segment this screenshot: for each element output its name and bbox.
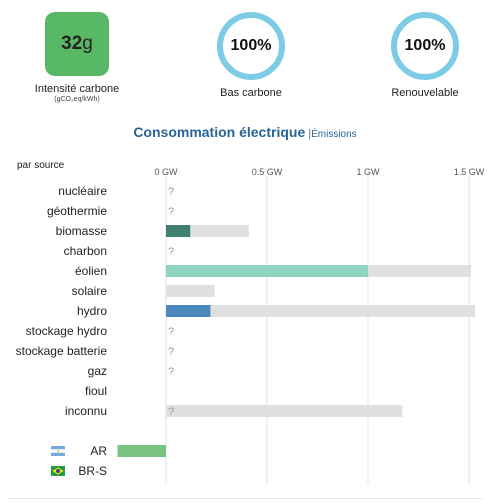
renewable-label: Renouvelable <box>391 87 459 99</box>
carbon-intensity-badge: 32 g <box>45 12 109 76</box>
bottom-divider <box>8 498 482 499</box>
carbon-intensity-label: Intensité carbone <box>34 83 120 95</box>
unknown-marker-charbon: ? <box>168 246 174 258</box>
low-carbon-label: Bas carbone <box>220 87 282 99</box>
carbon-intensity-unit: g <box>82 33 93 54</box>
capacity-bar-inconnu <box>166 405 403 417</box>
capacity-bar-solaire <box>166 285 215 297</box>
source-label-geothermie: géothermie <box>47 204 107 218</box>
emissions-link[interactable]: Émissions <box>311 129 357 140</box>
brazil-flag-icon <box>51 466 65 476</box>
unknown-marker-inconnu: ? <box>168 406 174 418</box>
source-label-solaire: solaire <box>72 284 108 298</box>
production-bar-biomasse <box>166 225 191 237</box>
exchange-label-ar: AR <box>90 444 107 458</box>
source-label-eolien: éolien <box>75 264 107 278</box>
capacity-bar-hydro <box>166 305 476 317</box>
renewable-gauge: 100% <box>391 12 459 80</box>
unknown-marker-stockage-batterie: ? <box>168 346 174 358</box>
source-label-fioul: fioul <box>85 384 107 398</box>
low-carbon-value: 100% <box>230 37 272 54</box>
low-carbon-gauge: 100% <box>217 12 285 80</box>
by-source-label: par source <box>17 160 65 171</box>
source-label-biomasse: biomasse <box>56 224 108 238</box>
unknown-marker-gaz: ? <box>168 366 174 378</box>
source-label-gaz: gaz <box>88 364 107 378</box>
heading-separator: | <box>308 128 312 140</box>
source-label-stockage-batterie: stockage batterie <box>16 344 108 358</box>
carbon-intensity-value: 32 <box>61 33 83 54</box>
source-label-hydro: hydro <box>77 304 107 318</box>
tick-label-0-gw: 0 GW <box>154 167 178 177</box>
renewable-value: 100% <box>404 37 446 54</box>
carbon-intensity-unit-label: (gCO₂eq/kWh) <box>54 96 100 103</box>
tick-label-0-5-gw: 0.5 GW <box>252 167 283 177</box>
argentina-flag-icon <box>51 446 65 456</box>
unknown-marker-geothermie: ? <box>168 206 174 218</box>
source-label-inconnu: inconnu <box>65 404 107 418</box>
unknown-marker-nucleaire: ? <box>168 186 174 198</box>
carbon-intensity-kpi: 32 g Intensité carbone (gCO₂eq/kWh) <box>12 12 142 103</box>
consumption-title: Consommation électrique <box>133 124 306 140</box>
source-label-nucleaire: nucléaire <box>58 184 107 198</box>
tick-label-1-gw: 1 GW <box>356 167 380 177</box>
source-label-stockage-hydro: stockage hydro <box>26 324 108 338</box>
unknown-marker-stockage-hydro: ? <box>168 326 174 338</box>
production-bar-hydro <box>166 305 211 317</box>
production-bar-eolien <box>166 265 368 277</box>
low-carbon-kpi: 100% Bas carbone <box>186 12 316 99</box>
source-label-charbon: charbon <box>64 244 107 258</box>
section-heading: Consommation électrique |Émissions <box>0 124 490 142</box>
tick-label-1-5-gw: 1.5 GW <box>454 167 485 177</box>
exchange-bar-ar <box>117 445 166 457</box>
renewable-kpi: 100% Renouvelable <box>360 12 490 99</box>
exchange-label-br-s: BR-S <box>78 464 107 478</box>
